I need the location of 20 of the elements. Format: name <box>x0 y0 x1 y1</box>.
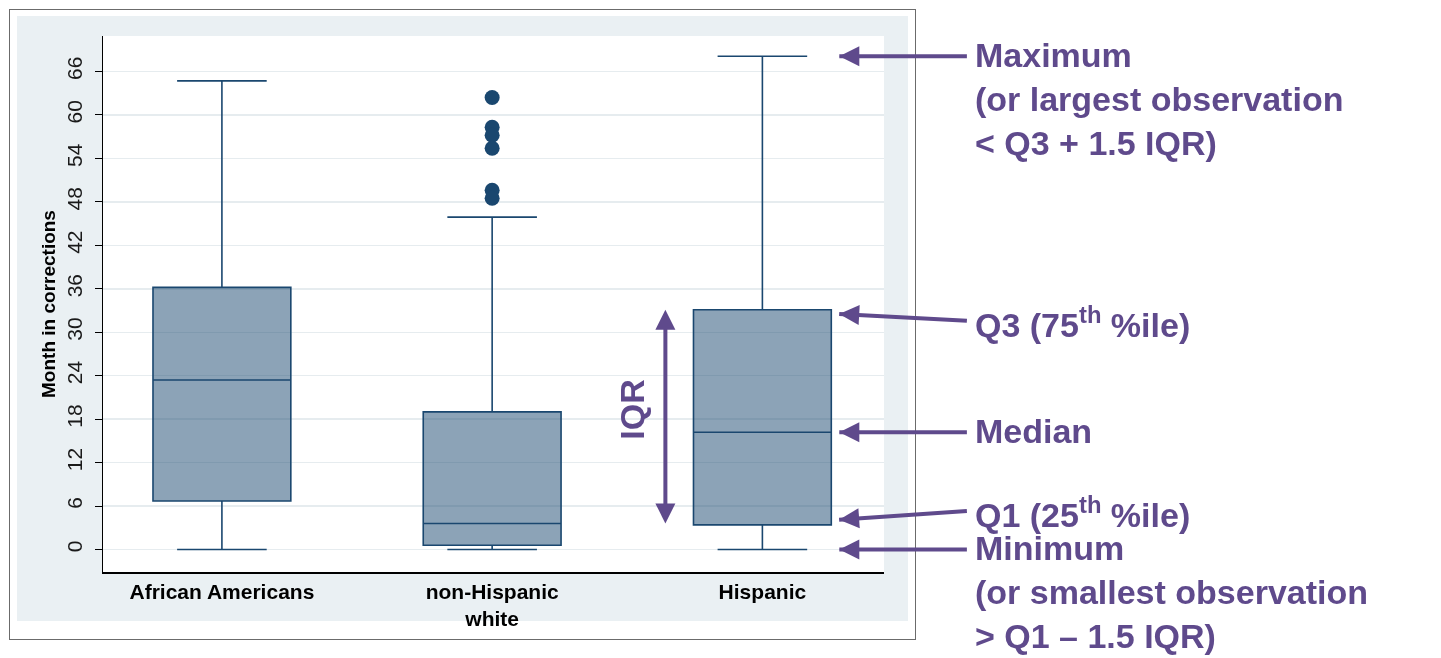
text: Q3 (75$^{th}$ %ile) <box>975 301 1191 345</box>
text: Median <box>975 412 1093 450</box>
y-tick-label: 30 <box>63 317 87 341</box>
y-tick-label: 36 <box>63 273 87 298</box>
x-tick-label: African Americans <box>129 579 315 603</box>
y-tick-label: 6 <box>63 497 87 509</box>
y-tick-label: 54 <box>63 143 87 167</box>
y-tick-label: 48 <box>63 187 87 211</box>
y-tick-label: 66 <box>63 56 87 81</box>
x-tick-label: non-Hispanic white <box>425 579 559 630</box>
y-axis-title: Month in corrections <box>37 210 59 398</box>
text: Maximum (or largest observation < Q3 + 1.5 IQR) <box>975 36 1344 163</box>
annotation: IQR <box>613 379 652 440</box>
y-tick-label: 18 <box>63 404 87 428</box>
y-tick-label: 0 <box>63 540 87 553</box>
x-tick-label: Hispanic <box>718 579 807 603</box>
y-tick-label: 24 <box>63 360 87 385</box>
y-tick-label: 42 <box>63 230 87 254</box>
y-tick-label: 12 <box>63 447 87 472</box>
y-tick-label: 60 <box>63 100 87 124</box>
